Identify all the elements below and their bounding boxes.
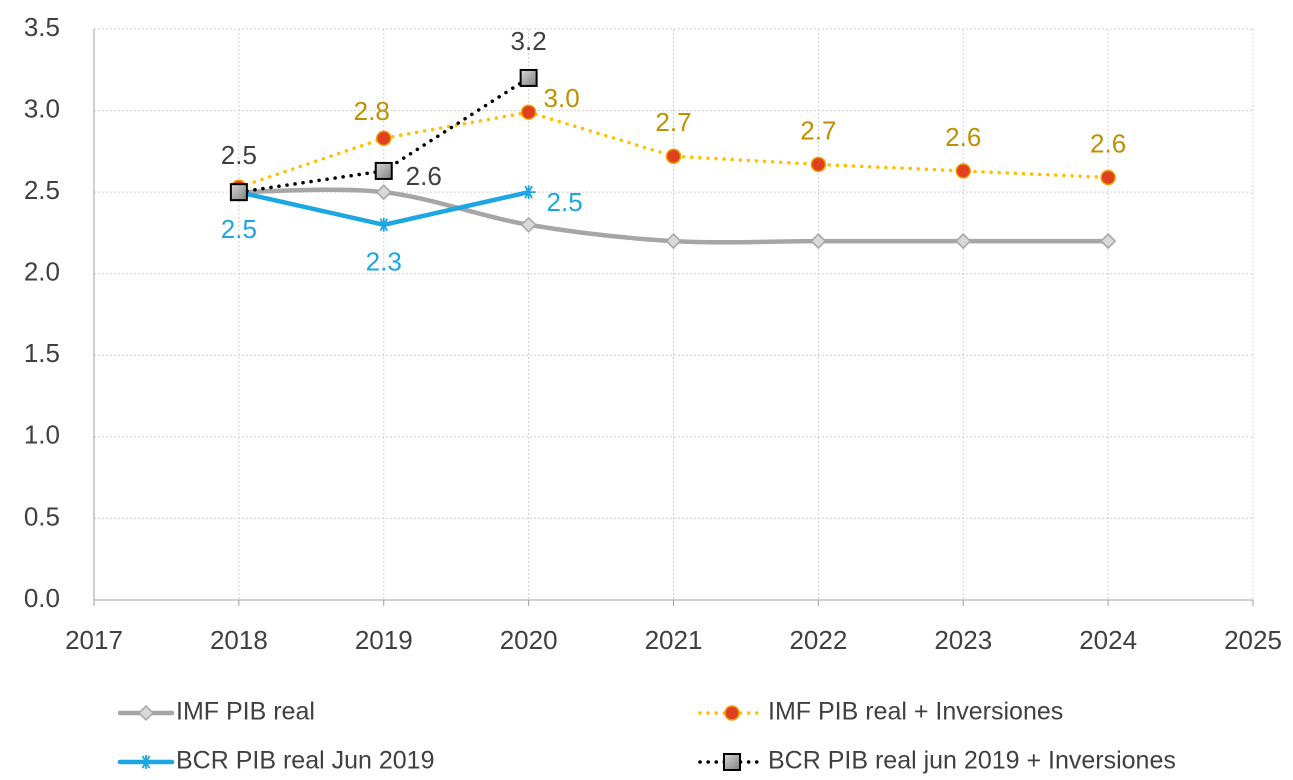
x-tick-label: 2024 bbox=[1079, 625, 1137, 655]
marker bbox=[1100, 169, 1116, 186]
marker bbox=[665, 233, 682, 250]
legend-item: IMF PIB real + Inversiones bbox=[698, 698, 1063, 726]
y-tick-label: 3.5 bbox=[24, 12, 60, 42]
x-tick-label: 2021 bbox=[645, 625, 703, 655]
marker bbox=[810, 233, 827, 250]
data-label: 3.2 bbox=[511, 26, 547, 56]
data-label: 2.3 bbox=[366, 247, 402, 277]
x-tick-label: 2025 bbox=[1224, 625, 1282, 655]
marker bbox=[139, 755, 153, 769]
marker bbox=[376, 217, 391, 232]
data-label: 2.6 bbox=[945, 122, 981, 152]
legend-label: IMF PIB real + Inversiones bbox=[768, 698, 1063, 726]
y-tick-label: 1.0 bbox=[24, 420, 60, 450]
marker bbox=[955, 163, 971, 179]
legend-item: BCR PIB real Jun 2019 bbox=[117, 747, 434, 775]
y-tick-label: 1.5 bbox=[24, 338, 60, 368]
marker bbox=[229, 183, 248, 202]
data-label: 2.7 bbox=[800, 115, 836, 145]
legend-item: IMF PIB real bbox=[117, 698, 315, 726]
x-tick-label: 2020 bbox=[500, 625, 558, 655]
data-label: 2.6 bbox=[406, 161, 442, 191]
data-label: 2.5 bbox=[221, 140, 257, 170]
data-label: 2.7 bbox=[655, 107, 691, 137]
data-label: 2.6 bbox=[1090, 128, 1126, 158]
marker bbox=[520, 216, 537, 233]
marker bbox=[810, 156, 827, 173]
legend-label: BCR PIB real jun 2019 + Inversiones bbox=[768, 747, 1176, 775]
x-tick-label: 2019 bbox=[355, 625, 413, 655]
y-tick-label: 0.0 bbox=[24, 583, 60, 613]
data-label: 2.5 bbox=[221, 214, 257, 244]
x-tick-label: 2018 bbox=[210, 625, 268, 655]
data-label: 3.0 bbox=[544, 83, 580, 113]
marker bbox=[376, 130, 392, 147]
y-tick-label: 2.0 bbox=[24, 257, 60, 287]
x-tick-label: 2022 bbox=[789, 625, 847, 655]
legend-item: BCR PIB real jun 2019 + Inversiones bbox=[698, 747, 1176, 775]
marker bbox=[665, 148, 682, 165]
legend-label: BCR PIB real Jun 2019 bbox=[176, 747, 434, 775]
y-tick-label: 2.5 bbox=[24, 175, 60, 205]
marker bbox=[521, 185, 536, 200]
y-tick-label: 3.0 bbox=[24, 93, 60, 123]
x-tick-label: 2017 bbox=[65, 625, 123, 655]
marker bbox=[1100, 233, 1117, 250]
data-label: 2.5 bbox=[547, 187, 583, 217]
legend-label: IMF PIB real bbox=[176, 698, 315, 726]
marker bbox=[520, 104, 537, 120]
y-tick-label: 0.5 bbox=[24, 501, 60, 531]
marker bbox=[374, 161, 393, 180]
marker bbox=[955, 233, 972, 250]
data-label: 2.8 bbox=[354, 96, 390, 126]
marker bbox=[723, 753, 741, 771]
marker bbox=[724, 705, 740, 721]
marker bbox=[375, 184, 392, 201]
marker bbox=[519, 68, 538, 87]
x-tick-label: 2023 bbox=[934, 625, 992, 655]
marker bbox=[137, 704, 155, 722]
